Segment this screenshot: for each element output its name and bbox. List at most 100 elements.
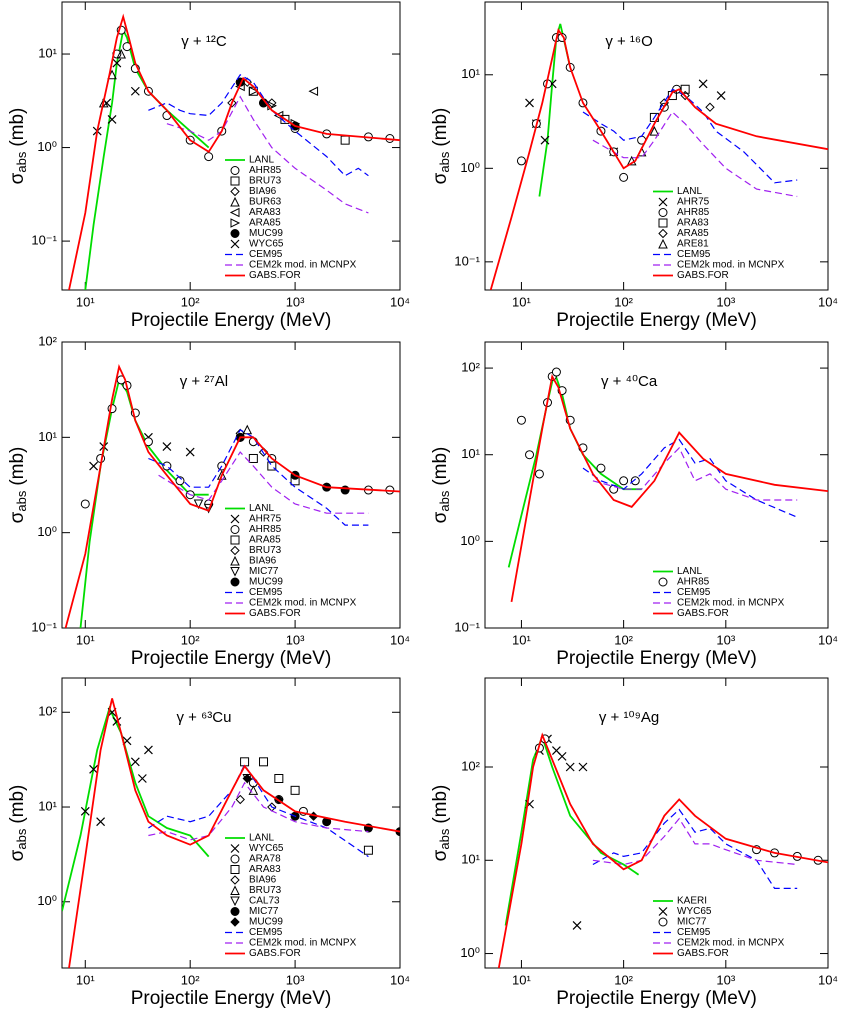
y-label-symbol: σ [7, 511, 28, 523]
legend-marker [658, 218, 668, 228]
legend-marker [230, 555, 240, 566]
marker [557, 751, 567, 761]
series-line [510, 373, 828, 603]
series-line [582, 88, 798, 184]
y-label-subscript: abs [437, 151, 452, 172]
legend-label: MIC77 [249, 566, 279, 577]
y-axis-label: σabs (mb) [7, 785, 29, 862]
y-axis-label: σabs (mb) [7, 108, 29, 185]
legend-label: LANL [249, 503, 274, 514]
marker [107, 114, 117, 124]
legend-marker [230, 186, 240, 197]
panel: 10¹ 10² 10³ 10⁴ 10⁻¹ 10⁰ 10¹ 10² γ + ²⁷Al Project… [7, 333, 410, 669]
legend-label: BIA96 [249, 186, 277, 197]
plot-frame [61, 677, 401, 969]
legend-label: AHR85 [677, 577, 710, 588]
chart-title: γ + ¹⁶O [605, 33, 652, 50]
x-tick-label: 10⁴ [818, 972, 838, 987]
legend-marker [230, 545, 240, 556]
x-tick-label: 10¹ [512, 972, 531, 987]
legend-marker [658, 228, 668, 239]
x-axis-label: Projectile Energy (MeV) [556, 310, 757, 331]
x-tick-label: 10² [614, 294, 633, 309]
y-tick-label: 10⁻¹ [31, 233, 57, 248]
legend-label: ARA83 [677, 218, 709, 229]
panel: 10¹ 10² 10³ 10⁴ 10⁰ 10¹ 10² γ + ¹⁰⁹Ag Projectile… [430, 677, 838, 1009]
marker [680, 84, 690, 94]
marker [130, 757, 140, 767]
panel: 10¹ 10² 10³ 10⁴ 10⁻¹ 10⁰ 10¹ 10² γ + ⁴⁰Ca Project… [430, 341, 838, 669]
marker [619, 476, 629, 486]
y-tick-label: 10¹ [461, 852, 480, 867]
y-label-symbol: σ [7, 172, 28, 184]
y-label-unit: (mb) [430, 785, 451, 824]
series-line [64, 363, 400, 628]
y-label-symbol: σ [7, 849, 28, 861]
marker [525, 98, 534, 108]
marker [540, 135, 550, 145]
legend-label: AHR85 [249, 524, 282, 535]
series-line [68, 698, 400, 968]
x-tick-label: 10³ [286, 294, 305, 309]
marker [716, 91, 726, 100]
legend-label: GABS.FOR [249, 948, 301, 959]
y-label-subscript: abs [437, 828, 452, 849]
series-line [504, 734, 640, 926]
legend: LANLWYC65ARA78ARA83BIA96BRU73CAL73MIC77M… [225, 833, 357, 959]
legend-label: ARA85 [677, 228, 709, 239]
plot-frame [484, 1, 829, 291]
marker [565, 762, 575, 772]
legend-label: CEM2k mod. in MCNPX [677, 598, 785, 609]
x-tick-label: 10⁴ [390, 294, 410, 309]
marker [185, 447, 195, 457]
marker [525, 450, 535, 460]
legend-label: GABS.FOR [677, 948, 729, 959]
marker [137, 774, 147, 783]
marker [516, 156, 526, 166]
marker [116, 48, 127, 59]
legend: LANLAHR75AHR85ARA83ARA85ARE81CEM95CEM2k … [653, 186, 785, 281]
series-line [148, 781, 369, 841]
marker [193, 499, 204, 510]
x-tick-label: 10³ [716, 632, 735, 647]
marker [596, 463, 606, 473]
x-axis-label: Projectile Energy (MeV) [131, 988, 332, 1009]
legend-label: ARE81 [677, 239, 709, 250]
legend-label: CEM2k mod. in MCNPX [249, 260, 357, 271]
legend-marker [658, 577, 668, 587]
legend-label: CEM95 [677, 249, 711, 260]
series-line [582, 438, 798, 518]
legend-marker [230, 166, 240, 175]
y-tick-label: 10⁰ [37, 893, 57, 908]
x-tick-label: 10³ [716, 972, 735, 987]
legend-marker [658, 917, 668, 927]
legend-label: CEM95 [249, 249, 283, 260]
y-label-symbol: σ [430, 172, 451, 184]
marker [290, 785, 300, 795]
legend-marker [230, 196, 240, 207]
plot-frame [484, 677, 829, 969]
marker [204, 152, 214, 162]
y-tick-label: 10² [38, 333, 57, 348]
marker [280, 114, 290, 124]
plot-frame [61, 341, 401, 629]
legend-label: MUC99 [249, 917, 283, 928]
chart-title: γ + ²⁷Al [180, 373, 228, 390]
x-tick-label: 10⁴ [390, 632, 410, 647]
y-tick-label: 10⁰ [460, 945, 480, 960]
marker [80, 499, 90, 509]
legend-marker [230, 535, 240, 545]
series-line [507, 368, 642, 568]
marker [89, 461, 99, 471]
legend-label: CAL73 [249, 896, 280, 907]
legend-label: WYC65 [677, 906, 712, 917]
marker [96, 817, 106, 827]
legend-label: KAERI [677, 896, 707, 907]
y-label-subscript: abs [14, 490, 29, 511]
x-tick-label: 10³ [286, 972, 305, 987]
series-line [148, 74, 369, 177]
legend-label: BRU73 [249, 176, 282, 187]
plot-area [507, 367, 828, 603]
marker [240, 757, 250, 767]
y-tick-label: 10¹ [38, 798, 57, 813]
